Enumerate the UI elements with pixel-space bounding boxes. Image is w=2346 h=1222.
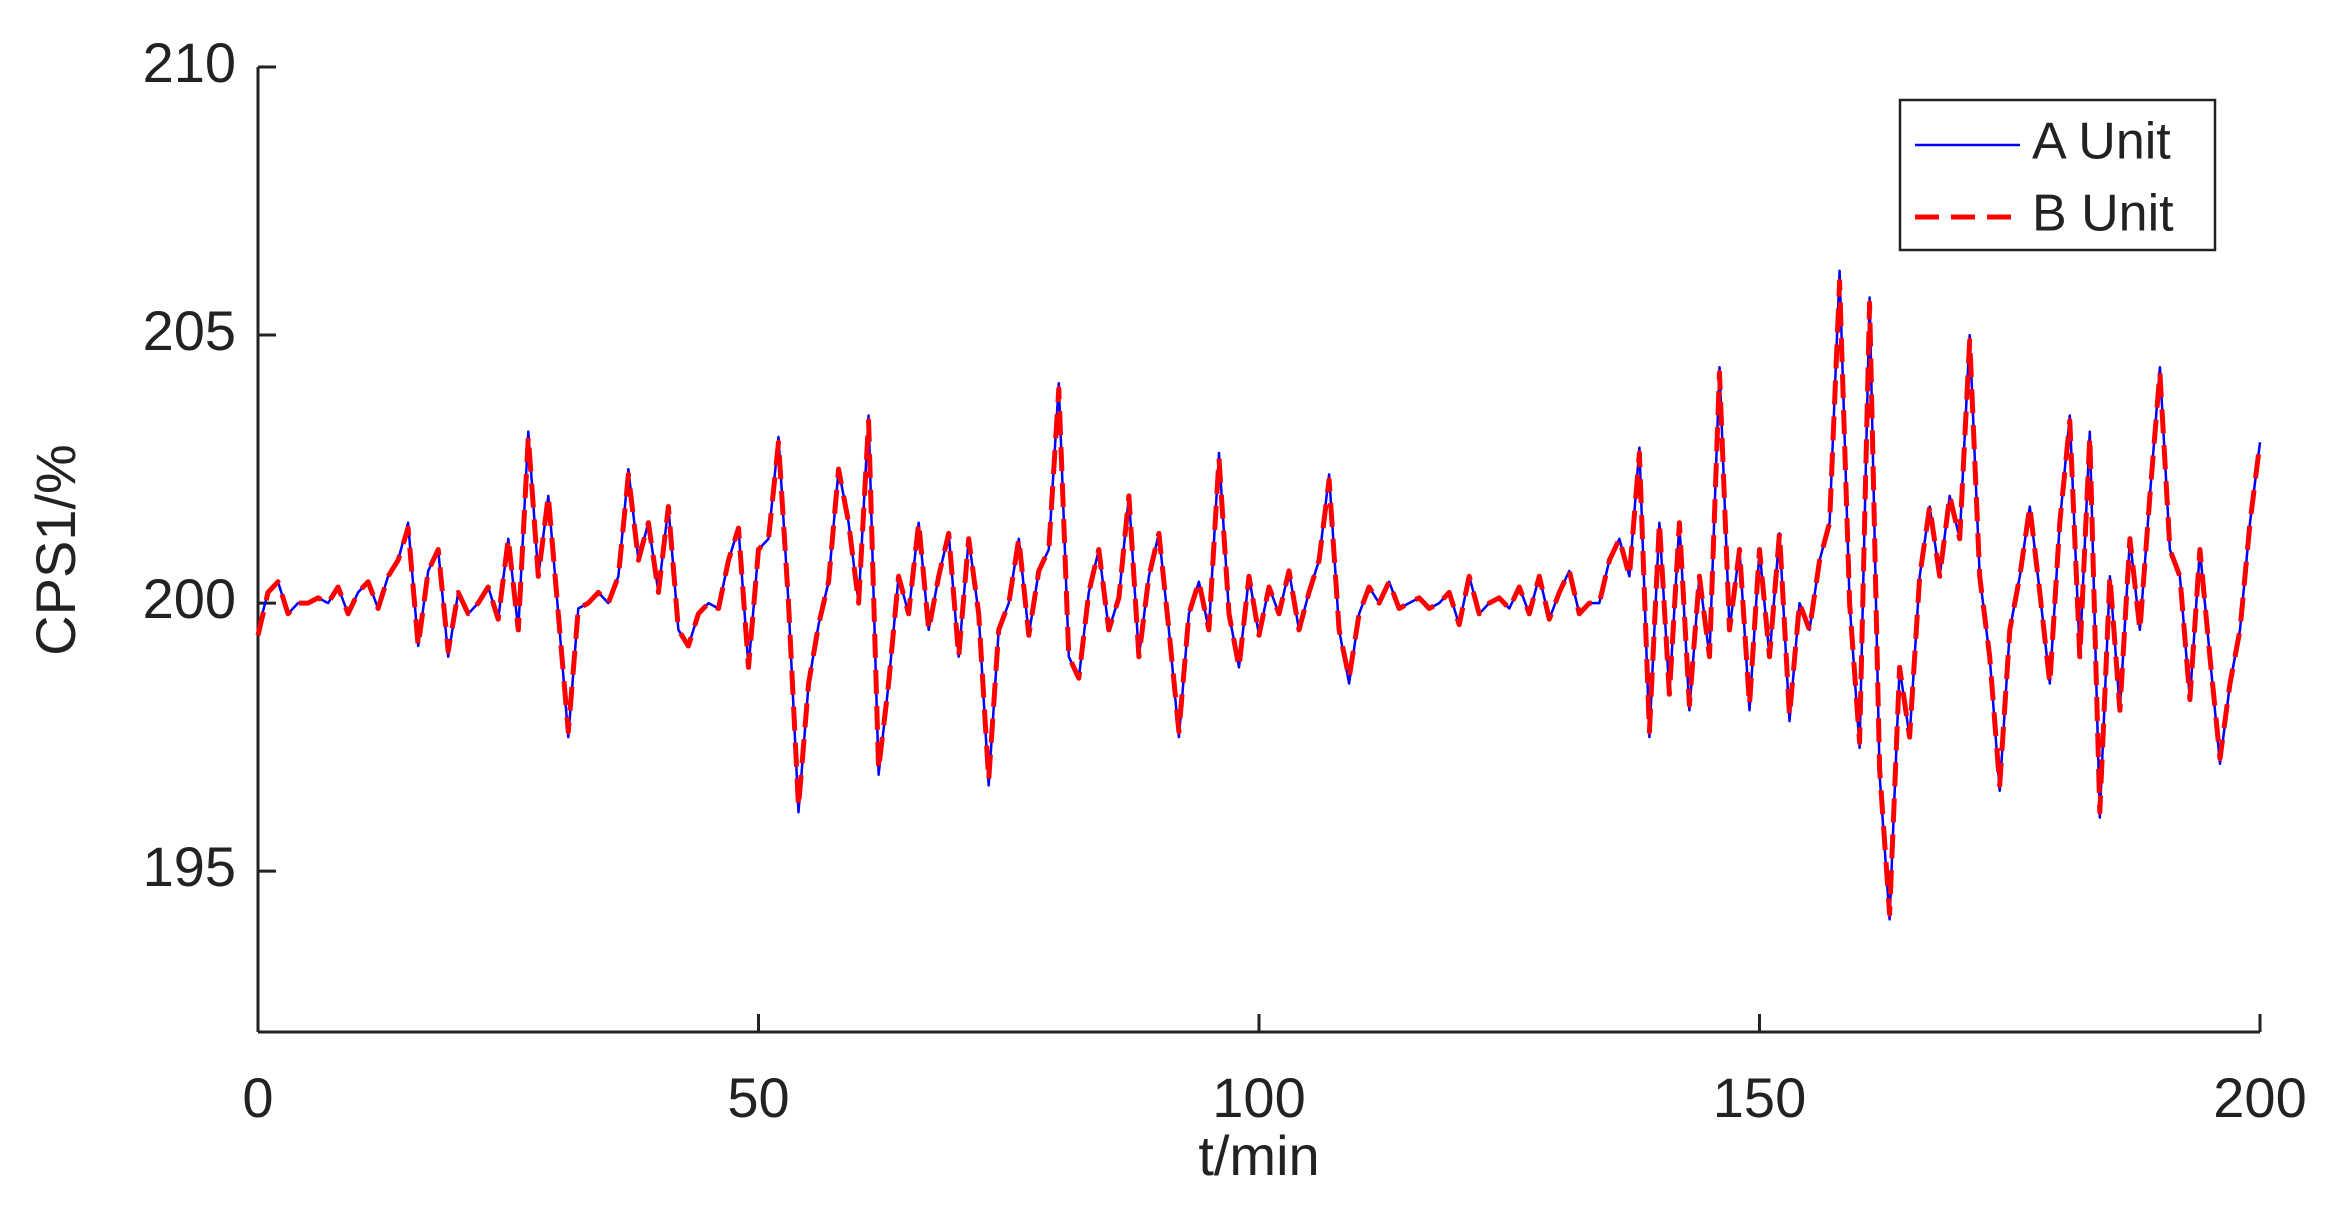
x-tick-label: 200 — [2213, 1066, 2306, 1129]
legend-label: B Unit — [2032, 185, 2174, 243]
series-line — [255, 278, 2263, 917]
x-tick-label: 100 — [1212, 1066, 1305, 1129]
x-tick-label: 150 — [1713, 1066, 1806, 1129]
y-tick-label: 195 — [143, 835, 236, 898]
y-axis-label: CPS1/% — [24, 444, 87, 656]
y-tick-label: 200 — [143, 567, 236, 630]
x-tick-label: 50 — [727, 1066, 789, 1129]
legend-box — [1898, 98, 2217, 252]
x-axis-label: t/min — [1198, 1124, 1319, 1187]
legend-label: A Unit — [2032, 113, 2171, 171]
y-tick-label: 205 — [143, 299, 236, 362]
x-tick-label: 0 — [242, 1066, 273, 1129]
y-tick-label: 210 — [143, 31, 236, 94]
